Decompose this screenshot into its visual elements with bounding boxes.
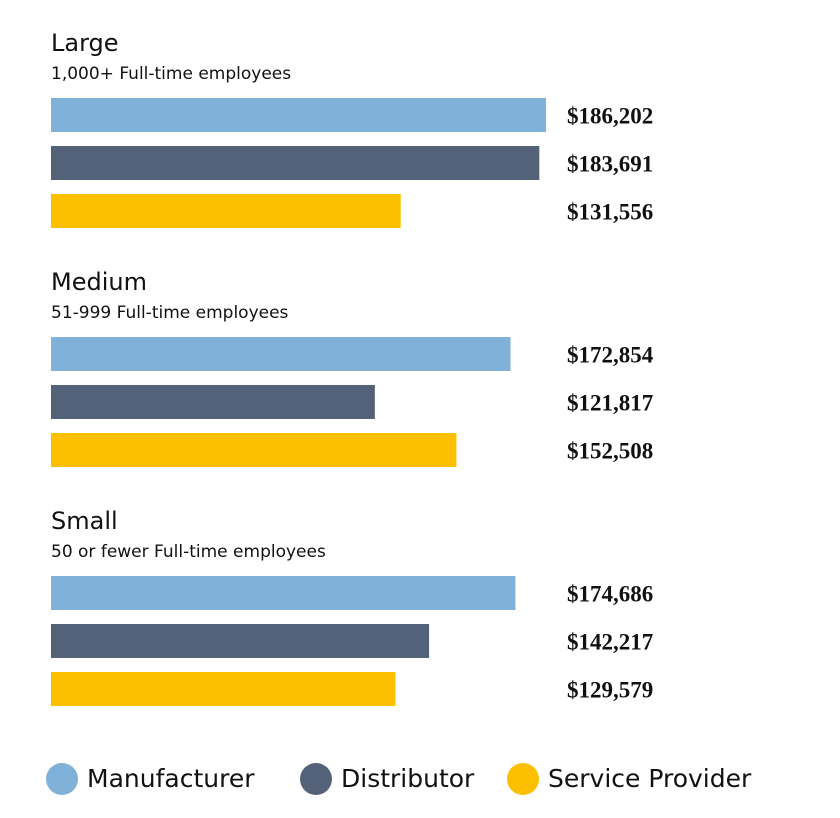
bar: [51, 624, 430, 658]
value-label: $129,579: [567, 677, 653, 702]
legend-label: Distributor: [341, 764, 475, 793]
legend-swatch: [300, 763, 332, 795]
group-subtitle: 50 or fewer Full-time employees: [51, 542, 326, 562]
bar: [51, 576, 516, 610]
bar: [51, 146, 540, 180]
group-title: Large: [51, 29, 119, 57]
bar: [51, 385, 375, 419]
group-subtitle: 51-999 Full-time employees: [51, 303, 289, 323]
value-label: $186,202: [567, 103, 653, 128]
group-title: Small: [51, 507, 118, 535]
legend-label: Service Provider: [548, 764, 752, 793]
value-label: $174,686: [567, 581, 653, 606]
bar: [51, 98, 546, 132]
bar: [51, 433, 457, 467]
value-label: $131,556: [567, 199, 653, 224]
legend-label: Manufacturer: [87, 764, 255, 793]
legend-swatch: [507, 763, 539, 795]
bar: [51, 672, 396, 706]
value-label: $183,691: [567, 151, 653, 176]
bar: [51, 337, 511, 371]
value-label: $172,854: [567, 342, 654, 367]
value-label: $121,817: [567, 390, 653, 415]
legend-swatch: [46, 763, 78, 795]
group-subtitle: 1,000+ Full-time employees: [51, 64, 291, 84]
bar: [51, 194, 401, 228]
value-label: $152,508: [567, 438, 653, 463]
group-title: Medium: [51, 268, 147, 296]
value-label: $142,217: [567, 629, 653, 654]
